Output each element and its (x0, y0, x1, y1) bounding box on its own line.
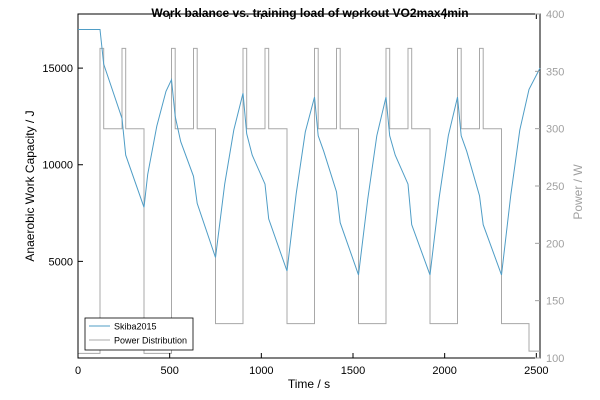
x-tick-label: 500 (160, 365, 178, 377)
power-distribution-series (78, 47, 540, 354)
left-axis-ticks: 5000 10000 15000 (42, 63, 83, 268)
right-axis-label: Power / W (571, 164, 585, 220)
right-tick-label: 300 (546, 124, 564, 136)
right-axis-ticks: 100 150 200 250 300 350 400 (535, 9, 564, 365)
legend-label-skiba2015: Skiba2015 (114, 322, 157, 332)
legend: Skiba2015 Power Distribution (84, 317, 194, 351)
power-distribution-line (78, 47, 540, 354)
left-tick-label: 15000 (42, 63, 73, 75)
right-tick-label: 150 (546, 296, 564, 308)
x-tick-label: 1000 (249, 365, 273, 377)
left-axis-label: Anaerobic Work Capacity / J (23, 110, 37, 261)
plot-frame (77, 13, 541, 359)
x-tick-label: 0 (75, 365, 81, 377)
x-axis-ticks: 0 500 1000 1500 2000 2500 (75, 14, 549, 377)
right-tick-label: 100 (546, 353, 564, 365)
legend-label-power-distribution: Power Distribution (114, 336, 187, 346)
right-tick-label: 400 (546, 9, 564, 21)
skiba2015-line (78, 29, 541, 276)
x-axis-label: Time / s (288, 377, 330, 391)
chart-title: Work balance vs. training load of workou… (151, 6, 468, 20)
left-tick-label: 5000 (49, 256, 73, 268)
left-tick-label: 10000 (42, 160, 73, 172)
legend-box (84, 317, 194, 351)
x-tick-label: 2000 (432, 365, 456, 377)
right-tick-label: 200 (546, 238, 564, 250)
x-tick-label: 1500 (341, 365, 365, 377)
right-tick-label: 350 (546, 66, 564, 78)
skiba2015-series (78, 29, 541, 276)
x-tick-label: 2500 (524, 365, 548, 377)
right-tick-label: 250 (546, 181, 564, 193)
